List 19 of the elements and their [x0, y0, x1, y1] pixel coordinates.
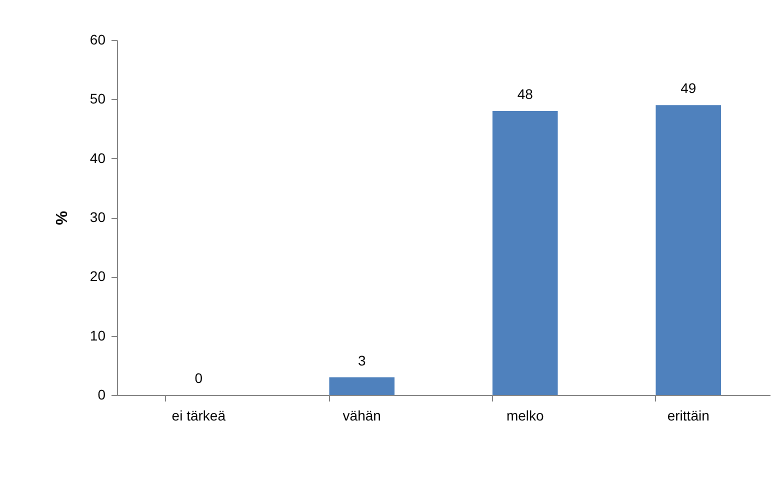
x-tick-label: melko: [506, 408, 544, 424]
x-tick-label: erittäin: [667, 408, 710, 424]
bar: [656, 105, 722, 395]
y-tick-label: 30: [90, 209, 106, 225]
y-tick-label: 40: [90, 150, 106, 166]
bar: [492, 111, 558, 395]
y-tick-label: 50: [90, 90, 106, 107]
y-tick-label: 10: [90, 327, 106, 344]
data-label: 49: [680, 80, 696, 96]
data-label: 48: [517, 86, 534, 102]
bar: [329, 377, 395, 395]
y-tick-label: 0: [98, 386, 106, 402]
data-label: 3: [358, 352, 366, 368]
y-tick-label: 60: [90, 32, 106, 48]
y-tick-label: 20: [90, 268, 106, 284]
x-tick-label: ei tärkeä: [172, 408, 226, 424]
x-tick-label: vähän: [342, 408, 381, 424]
y-axis-title: %: [54, 210, 71, 226]
data-label: 0: [194, 370, 203, 386]
